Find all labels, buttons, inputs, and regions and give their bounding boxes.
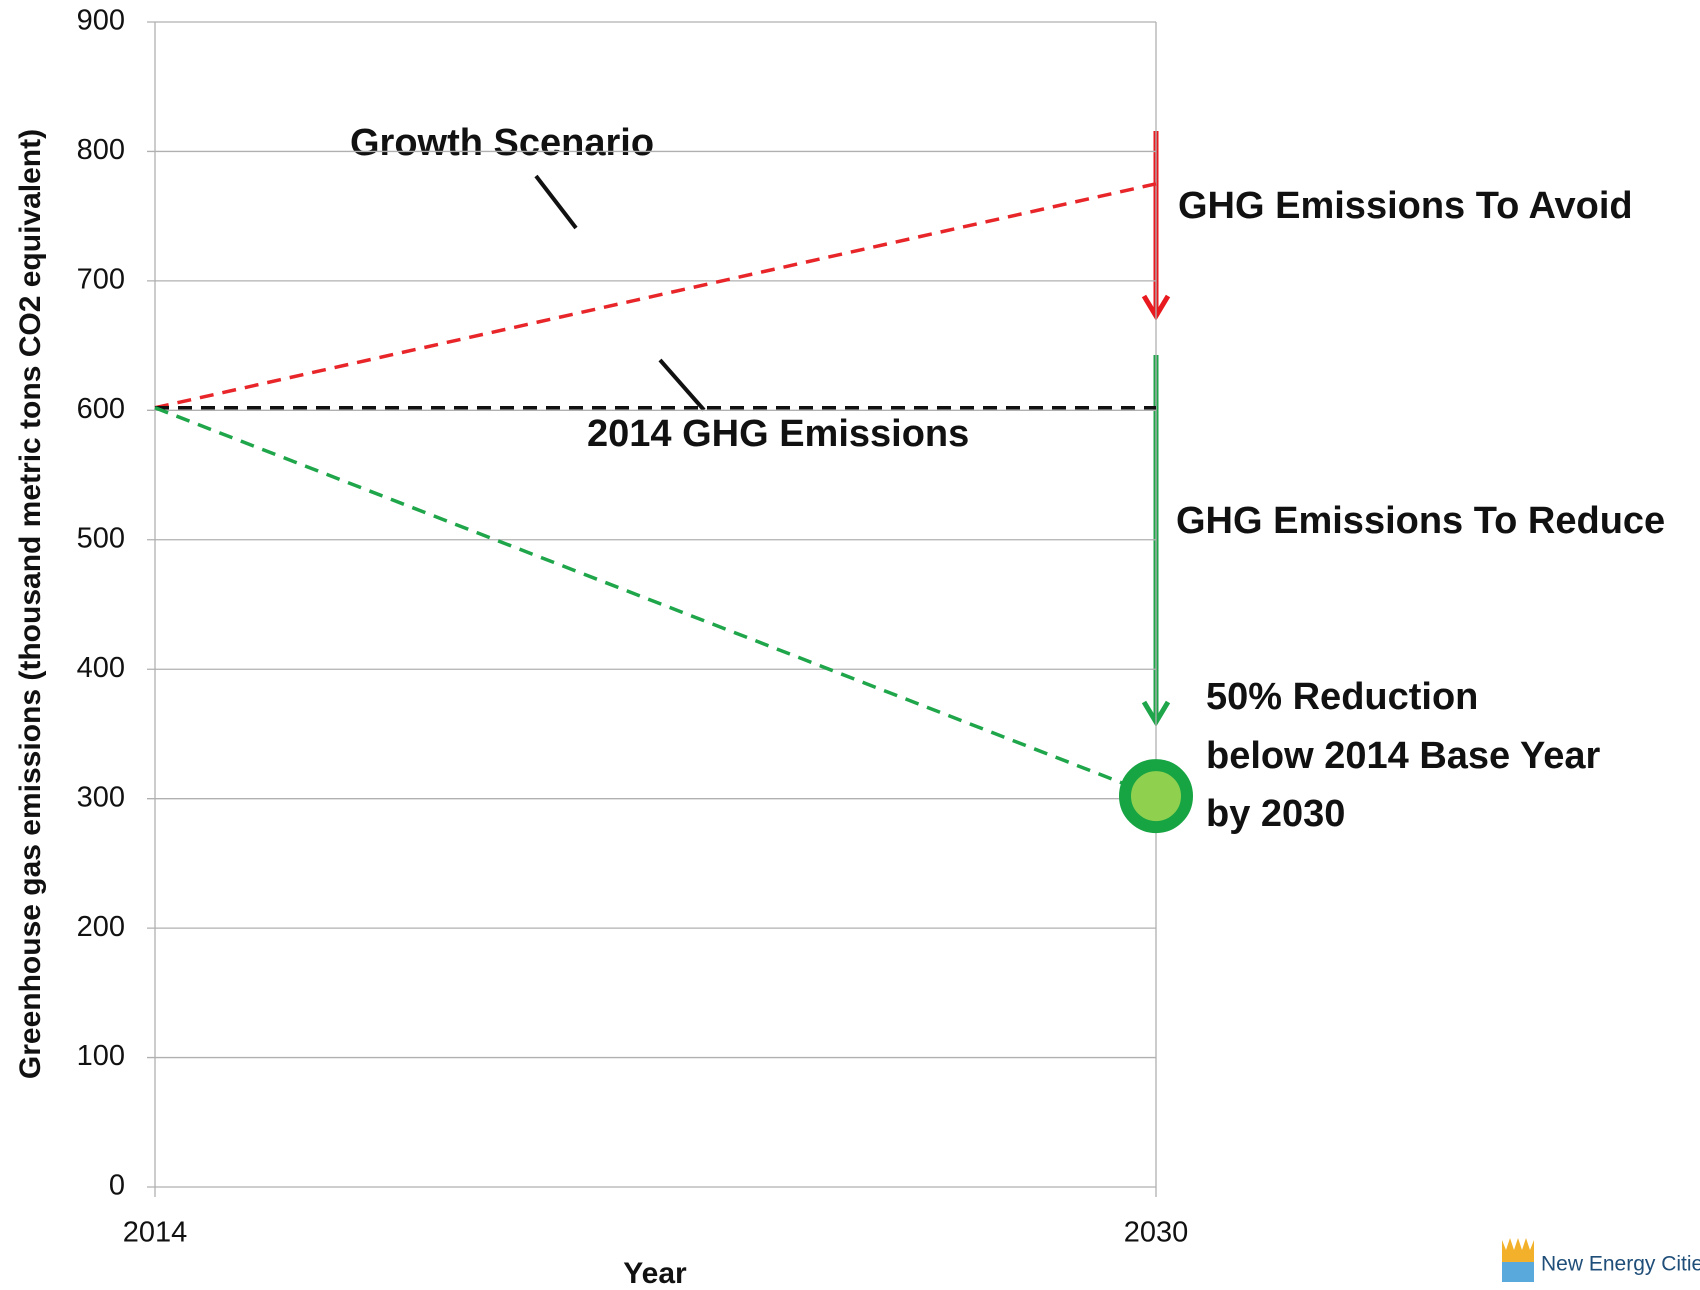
- annotation: 2014 GHG Emissions: [587, 413, 969, 455]
- y-tick-label: 900: [77, 5, 125, 37]
- series-line: [154, 182, 1157, 410]
- y-tick-label: 300: [77, 781, 125, 813]
- logo: New Energy Cities: [1502, 1238, 1700, 1282]
- logo-text: New Energy Cities: [1541, 1253, 1700, 1276]
- series-line: [154, 406, 1157, 798]
- x-tick-label: 2030: [1124, 1217, 1189, 1249]
- leader-line: [658, 358, 706, 412]
- annotation: GHG Emissions To Reduce: [1176, 500, 1665, 542]
- y-tick-label: 500: [77, 522, 125, 554]
- y-axis-label: Greenhouse gas emissions (thousand metri…: [14, 129, 47, 1079]
- annotation: by 2030: [1206, 793, 1345, 835]
- target-point: [1119, 759, 1193, 834]
- y-tick-label: 700: [77, 264, 125, 296]
- y-tick-label: 600: [77, 393, 125, 425]
- annotation: Growth Scenario: [350, 122, 654, 164]
- x-tick-label: 2014: [123, 1217, 188, 1249]
- annotation: below 2014 Base Year: [1206, 735, 1601, 777]
- x-axis-label: Year: [623, 1257, 687, 1290]
- y-tick-label: 0: [109, 1170, 125, 1202]
- annotation: 50% Reduction: [1206, 676, 1478, 718]
- y-tick-label: 100: [77, 1040, 125, 1072]
- leader-line: [534, 174, 578, 230]
- y-tick-label: 200: [77, 911, 125, 943]
- y-tick-label: 400: [77, 652, 125, 684]
- annotation: GHG Emissions To Avoid: [1178, 185, 1633, 227]
- y-tick-label: 800: [77, 134, 125, 166]
